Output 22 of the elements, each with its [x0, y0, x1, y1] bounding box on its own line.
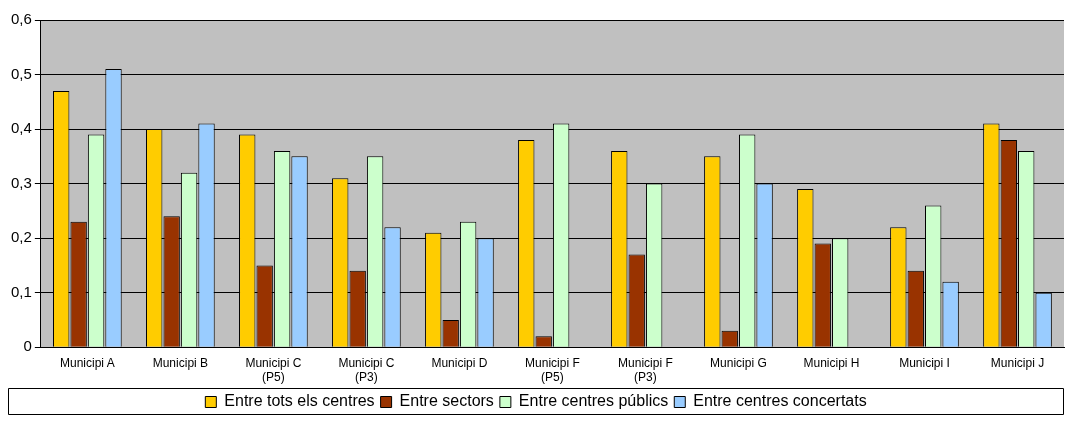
legend-label: Entre sectors: [399, 392, 494, 410]
x-tick-label: Municipi J: [990, 355, 1045, 370]
x-tick-label: Municipi I: [899, 355, 950, 370]
legend-label: Entre centres públics: [518, 392, 669, 410]
x-tick-label: Municipi C (P3): [338, 355, 395, 385]
legend-label: Entre centres concertats: [693, 392, 867, 410]
x-tick-label: Municipi D: [431, 355, 488, 370]
x-tick-label: Municipi B: [152, 355, 209, 370]
x-tick-label: Municipi F (P5): [525, 355, 580, 385]
y-tick-label: 0: [23, 337, 32, 355]
y-tick-label: 0,3: [10, 173, 32, 191]
legend-label: Entre tots els centres: [224, 392, 375, 410]
x-tick-label: Municipi H: [803, 355, 860, 370]
x-tick-label: Municipi G: [710, 355, 767, 370]
x-tick-label: Municipi A: [60, 355, 115, 370]
x-tick-label: Municipi F (P3): [618, 355, 673, 385]
y-tick-label: 0,2: [10, 228, 32, 246]
y-tick-label: 0,5: [10, 64, 32, 82]
y-tick-label: 0,6: [10, 10, 32, 28]
x-tick-label: Municipi C (P5): [245, 355, 302, 385]
y-tick-label: 0,4: [10, 119, 32, 137]
y-tick-label: 0,1: [10, 282, 32, 300]
